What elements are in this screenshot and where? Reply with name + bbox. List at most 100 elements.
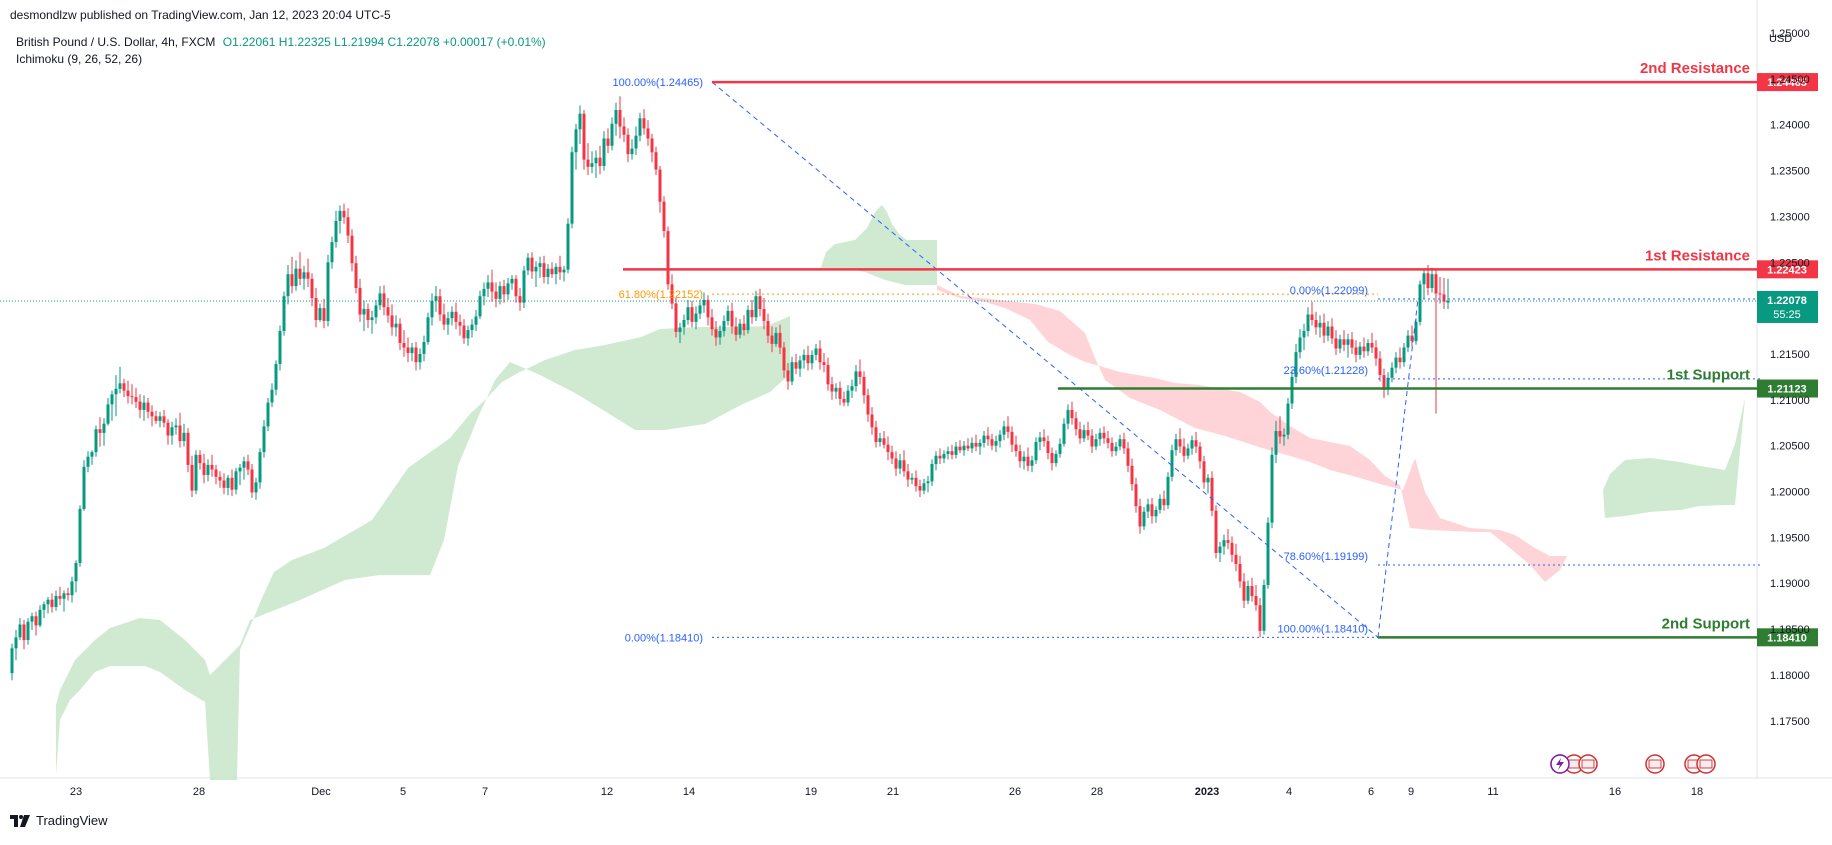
candle-113 — [462, 319, 466, 344]
candle-3 — [22, 619, 26, 650]
candle-body — [234, 471, 238, 490]
candle-body — [694, 313, 698, 322]
candle-body — [946, 451, 950, 454]
candle-274 — [1106, 431, 1110, 449]
candle-body — [106, 404, 110, 424]
candle-306 — [1234, 543, 1238, 572]
candle-124 — [506, 277, 510, 300]
candle-90 — [370, 310, 374, 334]
candle-38 — [162, 409, 166, 428]
candle-body — [738, 323, 742, 335]
indicator-legend[interactable]: Ichimoku (9, 26, 52, 26) — [16, 52, 143, 66]
x-tick-label-0: 23 — [70, 786, 82, 798]
candle-241 — [974, 434, 978, 452]
candle-body — [1354, 347, 1358, 355]
candle-216 — [874, 420, 878, 448]
candle-309 — [1246, 580, 1250, 605]
candle-body — [1178, 439, 1182, 447]
candle-body — [218, 476, 222, 481]
candle-body — [1374, 347, 1378, 359]
candle-37 — [158, 411, 162, 428]
candle-108 — [442, 303, 446, 331]
candle-body — [678, 327, 682, 332]
candle-body — [830, 384, 834, 392]
candle-body — [374, 305, 378, 318]
symbol-legend[interactable]: British Pound / U.S. Dollar, 4h, FXCM O1… — [16, 35, 546, 49]
candle-64 — [266, 398, 270, 431]
candle-body — [94, 429, 98, 453]
candle-305 — [1230, 536, 1234, 563]
candle-body — [410, 347, 414, 353]
candle-92 — [378, 286, 382, 310]
candle-226 — [914, 470, 918, 492]
candle-body — [110, 394, 114, 405]
candle-334 — [1346, 333, 1350, 358]
candle-body — [654, 152, 658, 170]
candle-280 — [1130, 458, 1134, 491]
candle-49 — [206, 459, 210, 482]
level-label-1: 1st Resistance — [1645, 247, 1750, 264]
candle-body — [1210, 477, 1214, 511]
candle-body — [954, 446, 958, 455]
currency-label: USD — [1769, 33, 1793, 45]
candle-body — [170, 427, 174, 436]
level-price-tag-1 — [1757, 260, 1818, 279]
candle-276 — [1114, 442, 1118, 456]
candle-body — [846, 390, 850, 403]
candle-278 — [1122, 432, 1126, 454]
candle-121 — [494, 282, 498, 308]
candle-23 — [102, 418, 106, 446]
candle-body — [718, 331, 722, 338]
candle-141 — [574, 123, 578, 170]
candle-25 — [110, 390, 114, 421]
candle-body — [30, 616, 34, 622]
candle-327 — [1318, 315, 1322, 338]
candle-body — [1126, 448, 1130, 466]
candle-338 — [1362, 337, 1366, 358]
candle-body — [1218, 546, 1222, 553]
candle-countdown: 55:25 — [1773, 309, 1801, 321]
candle-139 — [566, 218, 570, 274]
candle-196 — [794, 354, 798, 375]
x-tick-label-2: Dec — [311, 786, 331, 798]
x-tick-label-5: 12 — [601, 786, 613, 798]
candle-13 — [62, 590, 66, 612]
lightning-bolt-icon — [1556, 758, 1564, 770]
x-tick-label-8: 21 — [887, 786, 899, 798]
candle-body — [1370, 343, 1374, 348]
candle-body — [1238, 564, 1242, 582]
candle-body — [58, 596, 62, 599]
candle-body — [522, 270, 526, 303]
candle-283 — [1142, 507, 1146, 530]
candle-48 — [202, 453, 206, 484]
candle-110 — [450, 306, 454, 326]
candle-290 — [1170, 444, 1174, 482]
candle-323 — [1302, 323, 1306, 351]
candle-body — [630, 148, 634, 155]
candle-205 — [830, 376, 834, 400]
candle-33 — [142, 395, 146, 421]
candle-body — [1266, 522, 1270, 586]
candle-body — [1122, 439, 1126, 449]
candle-body — [146, 402, 150, 412]
candle-body — [370, 317, 374, 321]
candle-body — [1134, 484, 1138, 507]
level-price-tag-0 — [1757, 73, 1818, 92]
candle-body — [46, 599, 50, 605]
candle-348 — [1402, 343, 1406, 367]
candle-50 — [210, 454, 214, 477]
candle-body — [598, 157, 602, 166]
level-label-0: 2nd Resistance — [1640, 60, 1750, 77]
candle-2 — [18, 618, 22, 641]
candle-40 — [170, 421, 174, 445]
candle-body — [378, 293, 382, 306]
candle-256 — [1034, 437, 1038, 464]
candle-body — [1262, 585, 1266, 631]
candle-body — [834, 387, 838, 392]
candle-body — [350, 235, 354, 264]
candle-body — [78, 508, 82, 563]
candle-11 — [54, 590, 58, 611]
candle-body — [310, 278, 314, 299]
